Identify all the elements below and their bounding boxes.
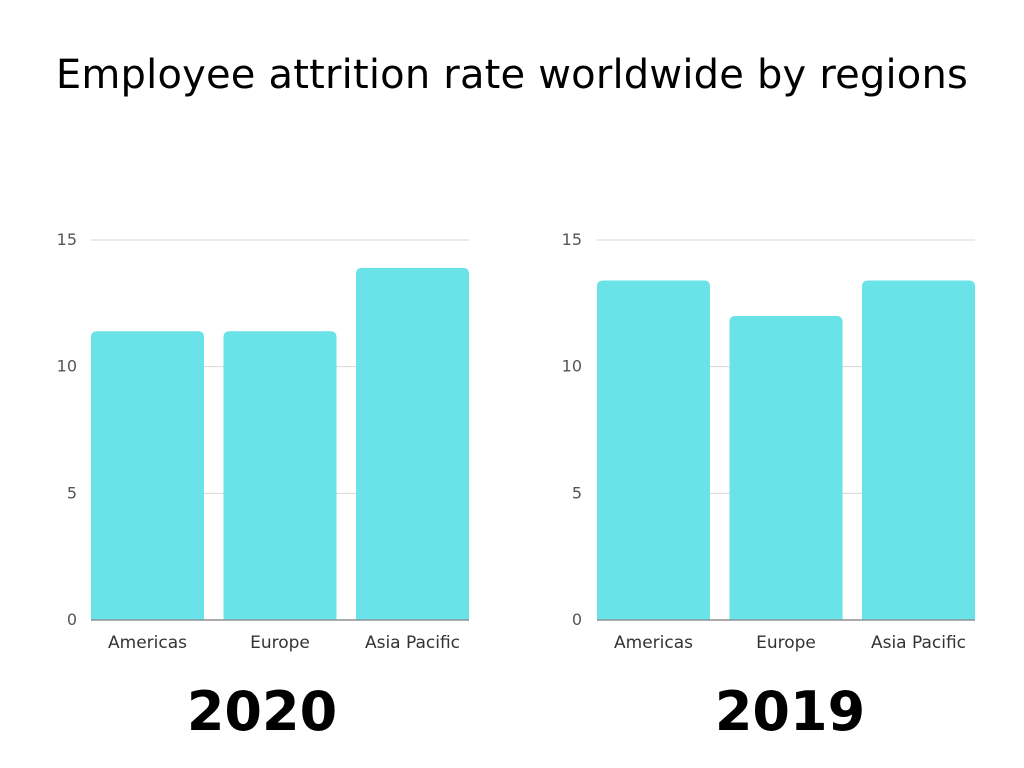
y-tick-label: 10 xyxy=(562,357,582,376)
bar-europe xyxy=(729,316,843,620)
y-tick-label: 5 xyxy=(572,483,582,502)
x-category-label: Asia Pacific xyxy=(365,633,460,653)
x-category-label: Americas xyxy=(614,633,693,653)
y-tick-label: 5 xyxy=(67,483,77,502)
chart-2019: 0 5 10 15 Americas Europe Asia Pacific xyxy=(562,230,975,653)
page-title: Employee attrition rate worldwide by reg… xyxy=(55,52,969,98)
bar-europe xyxy=(223,331,337,620)
x-category-label: Asia Pacific xyxy=(871,633,966,653)
bar-asia-pacific xyxy=(862,280,975,620)
chart-2020: 0 5 10 15 Americas Europe Asia Pacific xyxy=(57,230,469,653)
y-tick-label: 10 xyxy=(57,357,77,376)
y-tick-label: 0 xyxy=(67,610,77,629)
y-tick-label: 15 xyxy=(562,230,582,249)
year-label-2020: 2020 xyxy=(186,680,338,743)
year-label-2019: 2019 xyxy=(714,680,866,743)
bar-asia-pacific xyxy=(356,267,469,620)
y-tick-label: 0 xyxy=(572,610,582,629)
x-category-label: Europe xyxy=(250,633,310,653)
y-tick-label: 15 xyxy=(57,230,77,249)
x-category-label: Europe xyxy=(756,633,816,653)
bar-americas xyxy=(91,331,204,620)
x-category-label: Americas xyxy=(108,633,187,653)
bar-americas xyxy=(597,280,710,620)
